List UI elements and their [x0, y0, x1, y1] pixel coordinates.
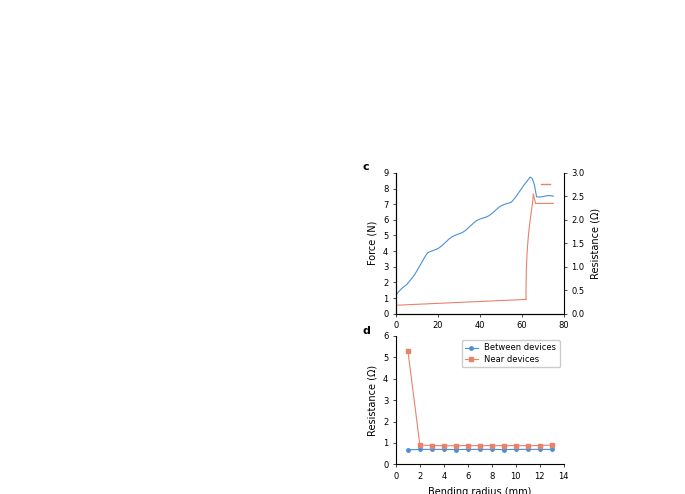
Between devices: [512, 447, 520, 453]
Line: Near devices: Near devices: [406, 349, 553, 448]
Between devices: [464, 447, 472, 453]
Y-axis label: Resistance (Ω): Resistance (Ω): [367, 365, 377, 436]
Line: Between devices: Between devices: [406, 448, 553, 452]
Text: d: d: [362, 326, 370, 335]
Between devices: [536, 447, 544, 453]
Between devices: [451, 447, 460, 453]
Between devices: [416, 447, 424, 453]
Near devices: [464, 443, 472, 449]
Y-axis label: Force (N): Force (N): [367, 221, 377, 265]
Near devices: [499, 443, 508, 449]
Near devices: [488, 443, 496, 449]
Between devices: [499, 447, 508, 453]
Near devices: [475, 443, 484, 449]
Legend: Between devices, Near devices: Between devices, Near devices: [462, 340, 560, 367]
Between devices: [547, 447, 556, 453]
Between devices: [440, 447, 448, 453]
Near devices: [403, 348, 412, 354]
Text: c: c: [362, 162, 369, 171]
Near devices: [512, 443, 520, 449]
Between devices: [523, 447, 532, 453]
Near devices: [536, 443, 544, 449]
Near devices: [547, 442, 556, 448]
Between devices: [475, 447, 484, 453]
Between devices: [488, 447, 496, 453]
X-axis label: Bending radius (mm): Bending radius (mm): [428, 487, 532, 494]
Y-axis label: Resistance (Ω): Resistance (Ω): [590, 208, 600, 279]
Near devices: [440, 443, 448, 449]
Between devices: [427, 447, 436, 453]
Between devices: [403, 447, 412, 453]
Near devices: [451, 443, 460, 449]
X-axis label: Strain (%): Strain (%): [456, 336, 504, 346]
Near devices: [416, 442, 424, 448]
Near devices: [427, 443, 436, 449]
Near devices: [523, 443, 532, 449]
Legend: : [538, 177, 560, 193]
